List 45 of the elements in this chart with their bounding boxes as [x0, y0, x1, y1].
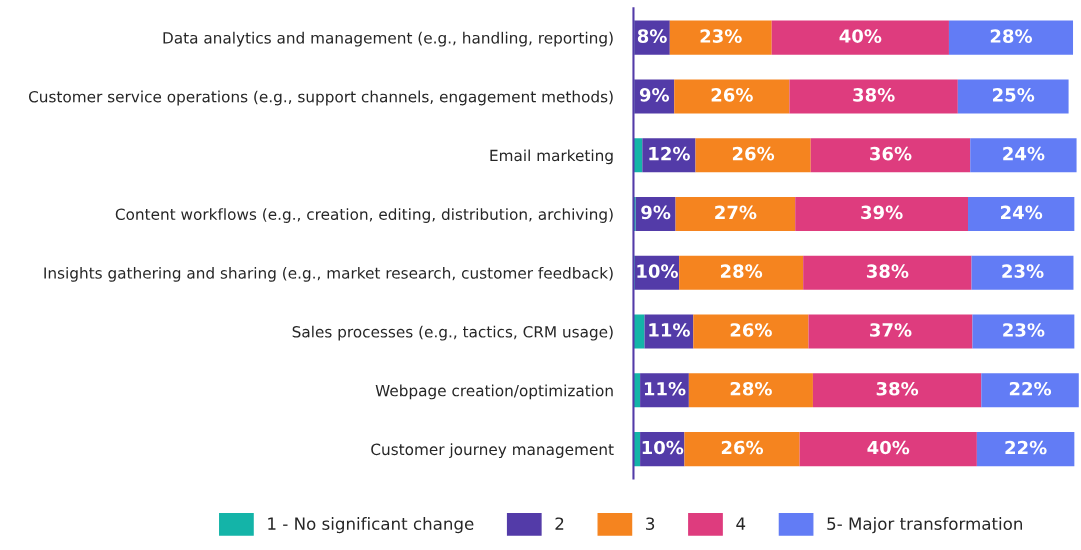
data-label: 26% — [711, 88, 753, 102]
data-label: 12% — [649, 146, 690, 161]
data-label: 40% — [867, 440, 910, 455]
data-label: 22% — [1005, 440, 1047, 455]
data-label: 39% — [861, 205, 903, 220]
y-tick-label: Sales processes (e.g., tactics, CRM usage) — [292, 325, 613, 341]
data-label: 10% — [637, 264, 678, 278]
legend-label: 5- Major transformation — [827, 517, 1022, 534]
y-tick-label: Webpage creation/optimization — [375, 384, 613, 400]
data-label: 38% — [853, 88, 895, 102]
data-label: 11% — [644, 381, 686, 396]
data-label: 28% — [720, 264, 763, 278]
data-label: 23% — [700, 29, 742, 43]
data-label: 26% — [730, 323, 772, 337]
data-label: 24% — [1001, 205, 1043, 220]
data-label: 22% — [1009, 381, 1052, 396]
data-label: 28% — [730, 381, 772, 396]
data-label: 23% — [1002, 264, 1044, 278]
data-label: 25% — [993, 88, 1035, 102]
data-label: 28% — [990, 29, 1033, 43]
data-label: 36% — [870, 146, 912, 161]
y-tick-label: Content workflows (e.g., creation, editing, distribution, archiving) — [115, 208, 613, 223]
data-label: 24% — [1003, 146, 1045, 161]
data-label: 38% — [876, 381, 919, 396]
y-tick-label: Data analytics and management (e.g., handling, reporting) — [163, 31, 613, 47]
y-tick-label: Customer journey management — [371, 443, 614, 459]
data-label: 37% — [870, 323, 912, 337]
legend-label: 1 - No significant change — [268, 517, 474, 534]
legend-label: 4 — [736, 517, 746, 530]
legend-label: 2 — [555, 517, 564, 530]
data-label: 8% — [637, 29, 667, 43]
data-label: 10% — [642, 440, 684, 455]
data-label: 40% — [839, 29, 882, 43]
data-label: 11% — [649, 323, 690, 337]
y-tick-label: Email marketing — [490, 149, 613, 165]
data-label: 27% — [715, 205, 757, 220]
data-label: 26% — [721, 440, 764, 455]
data-label: 38% — [866, 264, 909, 278]
data-label: 26% — [732, 146, 775, 161]
data-label: 23% — [1003, 323, 1045, 337]
y-tick-label: Customer service operations (e.g., support channels, engagement methods) — [28, 90, 613, 106]
y-tick-label: Insights gathering and sharing (e.g., market research, customer feedback) — [44, 266, 613, 282]
legend-label: 3 — [646, 517, 655, 530]
data-label: 9% — [641, 205, 671, 220]
data-label: 9% — [639, 88, 670, 102]
